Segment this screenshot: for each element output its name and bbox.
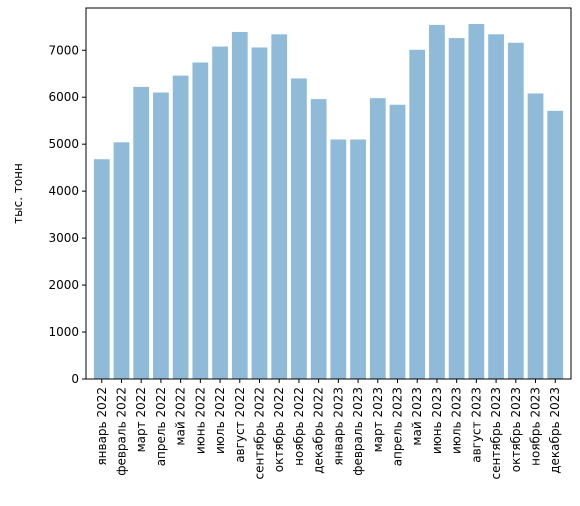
bar [350, 139, 366, 379]
x-tick-label: август 2023 [469, 387, 483, 463]
bar [291, 78, 307, 379]
bar [409, 49, 426, 380]
bar [488, 34, 504, 380]
bar [507, 42, 524, 379]
bar [251, 47, 268, 379]
x-tick-label: февраль 2023 [351, 387, 365, 476]
y-tick-label: 4000 [48, 184, 79, 198]
x-tick-label: май 2022 [174, 387, 188, 446]
x-tick-label: ноябрь 2023 [529, 387, 543, 466]
bar [231, 31, 248, 379]
x-tick-label: июль 2022 [213, 387, 227, 454]
x-tick-label: июнь 2022 [193, 387, 207, 454]
x-tick-label: апрель 2022 [154, 387, 168, 466]
x-tick-label: ноябрь 2022 [292, 387, 306, 466]
y-tick-label: 5000 [48, 137, 79, 151]
bar [153, 92, 169, 379]
bar [113, 142, 130, 379]
x-tick-label: октябрь 2023 [509, 387, 523, 472]
x-tick-label: август 2022 [233, 387, 247, 463]
bars-group [93, 23, 564, 380]
bar [448, 38, 465, 380]
y-axis: 0 1000 2000 3000 4000 5000 6000 7000 [48, 43, 86, 386]
x-tick-label: январь 2022 [95, 387, 109, 466]
x-tick-label: октябрь 2022 [272, 387, 286, 472]
y-tick-label: 3000 [48, 231, 79, 245]
y-axis-label: тыс. тонн [11, 163, 25, 224]
x-tick-label: март 2023 [371, 387, 385, 452]
x-axis: январь 2022 февраль 2022 март 2022 апрель 2… [95, 379, 562, 479]
bar [133, 86, 150, 380]
plot-frame [85, 7, 572, 380]
bar [310, 99, 327, 380]
bar [271, 34, 288, 380]
bar [192, 62, 209, 379]
x-tick-label: май 2023 [410, 387, 424, 446]
x-tick-label: июль 2023 [450, 387, 464, 454]
x-tick-label: январь 2023 [331, 387, 345, 466]
bar [389, 104, 406, 380]
bar [330, 139, 347, 379]
bar [212, 46, 228, 379]
y-tick-label: 1000 [48, 325, 79, 339]
x-tick-label: июнь 2023 [430, 387, 444, 454]
x-tick-label: сентябрь 2022 [252, 387, 266, 479]
y-tick-label: 0 [71, 372, 79, 386]
bar [527, 93, 544, 379]
bar [547, 110, 564, 379]
y-tick-label: 7000 [48, 43, 79, 57]
x-tick-label: апрель 2023 [391, 387, 405, 466]
x-tick-label: март 2022 [134, 387, 148, 452]
y-tick-label: 6000 [48, 90, 79, 104]
x-tick-label: сентябрь 2023 [489, 387, 503, 479]
bar [93, 159, 110, 379]
bar [468, 23, 485, 379]
y-tick-label: 2000 [48, 278, 79, 292]
bar [429, 24, 445, 379]
bar [172, 75, 189, 379]
x-tick-label: декабрь 2022 [312, 387, 326, 474]
x-tick-label: февраль 2022 [114, 387, 128, 476]
x-tick-label: декабрь 2023 [548, 387, 562, 474]
bar [369, 98, 386, 380]
